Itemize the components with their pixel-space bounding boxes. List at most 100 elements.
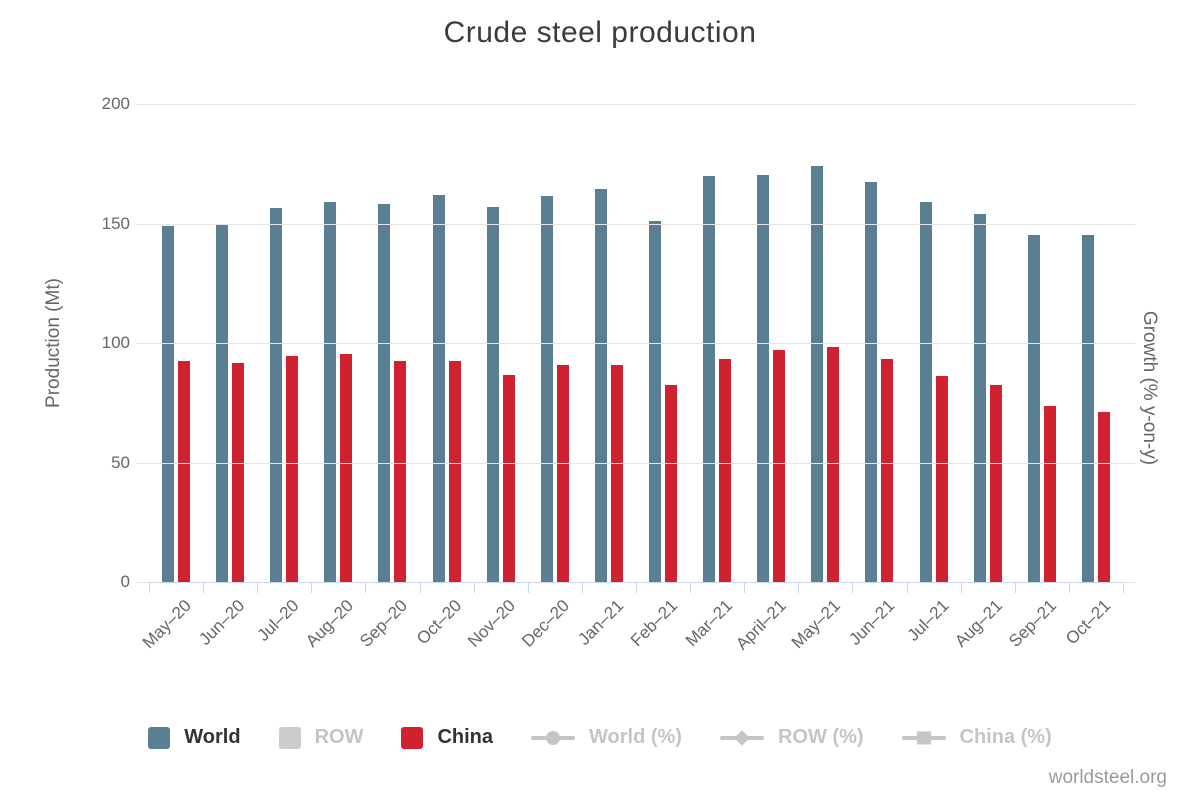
x-axis-tick xyxy=(1123,583,1124,593)
bar-china[interactable] xyxy=(827,346,840,582)
bar-china[interactable] xyxy=(448,360,461,582)
x-axis-line xyxy=(149,582,1124,583)
x-axis-tick xyxy=(419,583,421,593)
bar-china[interactable] xyxy=(178,360,191,582)
bar-world[interactable] xyxy=(162,225,175,582)
x-tick-label: Aug–21 xyxy=(951,596,1007,651)
left-axis-tick xyxy=(137,343,149,344)
gridline xyxy=(149,104,1123,105)
bar-world[interactable] xyxy=(1027,235,1040,582)
category-group xyxy=(528,104,582,582)
bar-world[interactable] xyxy=(649,221,662,582)
legend-item-world[interactable]: World xyxy=(148,726,241,749)
bar-china[interactable] xyxy=(556,364,569,582)
legend-label: China (%) xyxy=(959,726,1052,748)
category-group xyxy=(311,104,365,582)
x-axis-tick xyxy=(798,583,800,593)
left-axis-tick xyxy=(137,104,149,105)
x-axis-tick xyxy=(365,583,367,593)
bar-china[interactable] xyxy=(394,360,407,582)
x-tick-label: May–21 xyxy=(787,596,844,653)
x-tick-label: Jun–21 xyxy=(845,596,898,649)
bar-world[interactable] xyxy=(811,166,824,582)
bar-world[interactable] xyxy=(594,188,607,582)
bar-china[interactable] xyxy=(286,356,299,582)
x-axis-tick xyxy=(906,583,908,593)
x-tick-label: Sep–20 xyxy=(356,596,411,651)
category-group xyxy=(798,104,852,582)
x-axis-tick xyxy=(311,583,313,593)
x-tick-label: Jul–21 xyxy=(903,596,953,645)
x-axis-tick xyxy=(1014,583,1016,593)
bars-row xyxy=(149,104,1123,582)
bar-world[interactable] xyxy=(757,174,770,582)
x-axis-tick xyxy=(744,583,746,593)
legend: World ROW China World (%) ROW (%) China (%) xyxy=(0,726,1200,749)
bar-china[interactable] xyxy=(610,364,623,582)
right-axis-tick xyxy=(1123,104,1135,105)
y-tick-label: 200 xyxy=(101,94,130,113)
y-tick-label: 50 xyxy=(111,452,130,472)
bar-world[interactable] xyxy=(486,206,499,582)
gridline xyxy=(149,223,1123,225)
legend-label: World xyxy=(184,726,241,748)
bar-china[interactable] xyxy=(502,375,515,582)
x-axis-tick xyxy=(257,583,259,593)
bar-world[interactable] xyxy=(1081,235,1094,582)
plot-area xyxy=(149,104,1123,582)
right-axis-tick xyxy=(1123,582,1135,583)
bar-china[interactable] xyxy=(232,363,245,582)
bar-world[interactable] xyxy=(216,223,229,582)
legend-item-china[interactable]: China xyxy=(401,726,493,749)
category-group xyxy=(1015,104,1069,582)
x-axis-tick xyxy=(527,583,529,593)
x-tick-label: May–20 xyxy=(138,596,195,653)
x-tick-label: Sep–21 xyxy=(1005,596,1061,651)
y2-axis-title: Growth (% y-on-y) xyxy=(1139,310,1160,466)
bar-world[interactable] xyxy=(324,202,337,582)
bar-china[interactable] xyxy=(665,384,678,582)
bar-world[interactable] xyxy=(973,213,986,582)
category-group xyxy=(365,104,419,582)
x-tick-label: Feb–21 xyxy=(627,596,682,651)
legend-line-diamond-icon xyxy=(719,727,764,749)
bar-world[interactable] xyxy=(432,194,445,582)
x-axis-tick xyxy=(690,583,692,593)
category-group xyxy=(474,104,528,582)
square-marker-icon xyxy=(916,731,931,744)
bar-world[interactable] xyxy=(540,196,553,582)
legend-item-china[interactable]: China (%) xyxy=(901,726,1052,749)
category-group xyxy=(203,104,257,582)
bar-world[interactable] xyxy=(703,175,716,582)
legend-label: China xyxy=(437,726,494,748)
x-tick-label: Oct–21 xyxy=(1062,596,1115,649)
bar-china[interactable] xyxy=(935,376,948,582)
bar-world[interactable] xyxy=(270,207,283,582)
chart-title: Crude steel production xyxy=(443,16,757,49)
right-axis-tick xyxy=(1123,223,1135,225)
x-axis-tick xyxy=(581,583,583,593)
bar-world[interactable] xyxy=(378,204,391,582)
y-tick-label: 100 xyxy=(101,333,130,352)
legend-swatch-icon xyxy=(148,726,171,749)
x-axis-tick xyxy=(1068,583,1070,593)
legend-swatch-icon xyxy=(401,726,424,749)
bar-china[interactable] xyxy=(989,384,1002,582)
left-axis-tick xyxy=(137,462,149,464)
x-axis-tick xyxy=(636,583,637,593)
bar-world[interactable] xyxy=(865,181,878,582)
x-tick-label: Nov–20 xyxy=(464,596,520,651)
legend-item-row[interactable]: ROW xyxy=(278,726,363,749)
gridline xyxy=(149,462,1123,464)
bar-china[interactable] xyxy=(719,358,732,582)
legend-item-row[interactable]: ROW (%) xyxy=(719,726,864,749)
legend-item-world[interactable]: World (%) xyxy=(531,726,682,749)
bar-china[interactable] xyxy=(773,350,786,582)
bar-china[interactable] xyxy=(1097,412,1110,582)
bar-world[interactable] xyxy=(919,202,932,582)
bar-china[interactable] xyxy=(1043,406,1056,582)
gridline xyxy=(149,343,1123,344)
bar-china[interactable] xyxy=(881,358,894,582)
bar-china[interactable] xyxy=(340,353,353,582)
